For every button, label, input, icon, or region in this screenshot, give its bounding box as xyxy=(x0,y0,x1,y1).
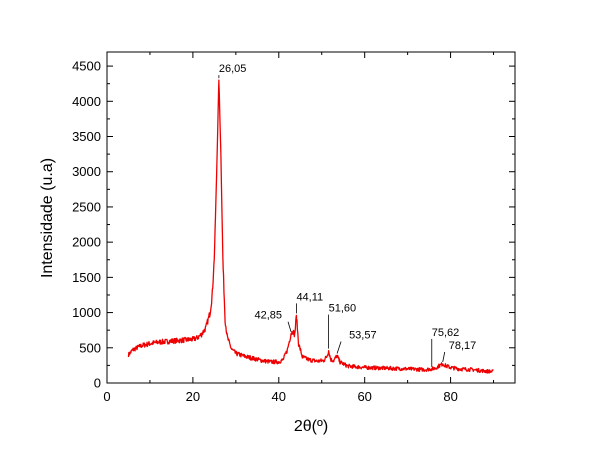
peak-leader-line xyxy=(442,351,446,363)
peak-label: 53,57 xyxy=(349,330,377,342)
xrd-series-line xyxy=(127,79,494,374)
peak-label: 51,60 xyxy=(329,303,357,315)
y-tick-label: 4500 xyxy=(72,59,101,74)
peak-label: 26,05 xyxy=(219,63,247,75)
y-tick-label: 2000 xyxy=(72,235,101,250)
y-tick-label: 0 xyxy=(94,376,101,391)
axis-ticks xyxy=(106,52,515,384)
tick-labels: 0 20 40 60 80 0 500 1000 1500 2000 2500 3000 3500 400… xyxy=(72,59,458,404)
y-tick-label: 500 xyxy=(79,340,101,355)
peak-label: 44,11 xyxy=(296,291,323,303)
y-tick-label: 2500 xyxy=(72,199,101,214)
y-tick-label: 1000 xyxy=(72,305,101,320)
y-tick-label: 4000 xyxy=(72,94,101,109)
peak-label: 75,62 xyxy=(432,327,460,339)
peak-label: 78,17 xyxy=(449,340,477,352)
x-tick-label: 20 xyxy=(186,389,200,404)
x-tick-label: 0 xyxy=(103,389,110,404)
y-tick-label: 3500 xyxy=(72,129,101,144)
peak-leader-line xyxy=(336,341,342,354)
x-axis-title: 2θ(º) xyxy=(294,418,328,435)
peak-leader-line xyxy=(287,321,292,332)
y-axis-title: Intensidade (u.a) xyxy=(39,158,56,278)
plot-area-frame xyxy=(106,51,516,384)
peak-label: 42,85 xyxy=(254,310,282,322)
x-tick-label: 40 xyxy=(272,389,286,404)
x-tick-label: 80 xyxy=(443,389,457,404)
y-tick-label: 3000 xyxy=(72,164,101,179)
x-tick-label: 60 xyxy=(357,389,371,404)
y-tick-label: 1500 xyxy=(72,270,101,285)
